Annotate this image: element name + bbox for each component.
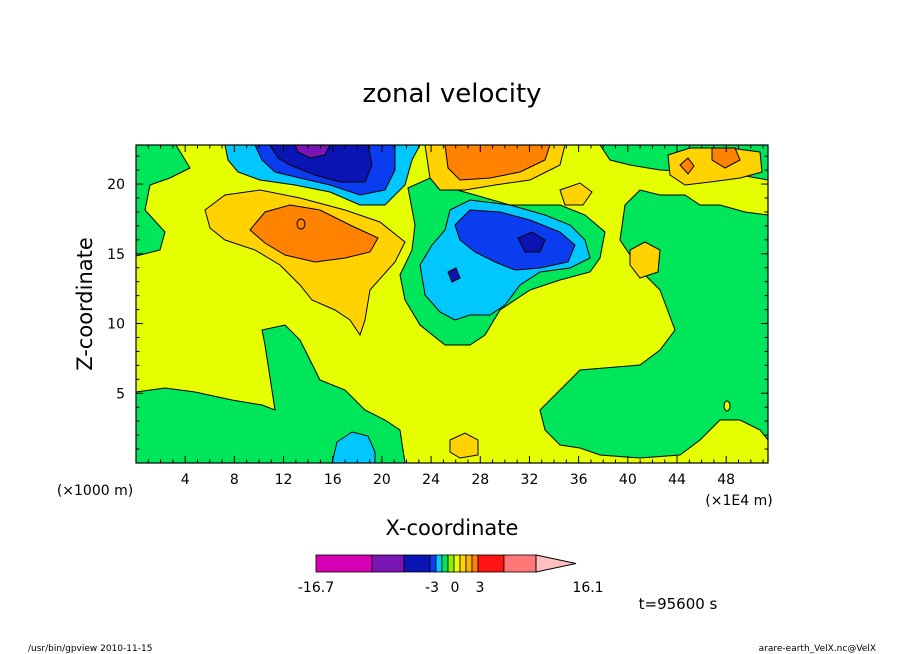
x-tick-label: 32 bbox=[521, 472, 539, 488]
colorbar-segment bbox=[477, 554, 505, 573]
x-units-left: (×1000 m) bbox=[57, 483, 133, 499]
x-tick-label: 44 bbox=[668, 472, 686, 488]
field-orange-bottom bbox=[449, 432, 479, 459]
colorbar-segment bbox=[459, 554, 467, 573]
colorbar-tick-label: 16.1 bbox=[572, 580, 603, 596]
colorbar-arrow bbox=[535, 554, 577, 573]
field-orange-spot-2 bbox=[629, 241, 661, 279]
x-tick-label: 40 bbox=[619, 472, 637, 488]
chart-title: zonal velocity bbox=[362, 79, 541, 109]
x-tick-label: 28 bbox=[471, 472, 489, 488]
colorbar-segment bbox=[465, 554, 473, 573]
y-axis: 5 10 15 20 bbox=[107, 155, 768, 450]
field-navy-center bbox=[517, 231, 546, 253]
x-tick-label: 16 bbox=[324, 472, 342, 488]
x-tick-label: 36 bbox=[570, 472, 588, 488]
field-green-left bbox=[135, 144, 191, 257]
field-green-bottom-left bbox=[135, 324, 406, 464]
footer-right: arare-earth_VelX.nc@VelX bbox=[759, 644, 876, 654]
x-tick-label: 4 bbox=[181, 472, 190, 488]
time-label: t=95600 s bbox=[639, 595, 718, 613]
colorbar-segment bbox=[435, 554, 443, 573]
colorbar-segment bbox=[503, 554, 537, 573]
x-axis-label: X-coordinate bbox=[386, 516, 519, 540]
y-tick-label: 5 bbox=[116, 386, 125, 402]
colorbar-segment bbox=[447, 554, 455, 573]
colorbar-segment bbox=[315, 554, 373, 573]
colorbar-labels: -16.7 -3 0 3 16.1 bbox=[298, 580, 604, 596]
footer-left: /usr/bin/gpview 2010-11-15 bbox=[28, 644, 152, 654]
field-darkorange-right-1 bbox=[679, 157, 695, 175]
x-axis: 4 8 12 16 20 24 28 32 36 40 44 48 bbox=[147, 145, 764, 488]
colorbar-segment bbox=[441, 554, 449, 573]
y-tick-label: 10 bbox=[107, 317, 125, 333]
colorbar-segment bbox=[453, 554, 461, 573]
plot-frame bbox=[135, 144, 769, 464]
y-tick-label: 15 bbox=[107, 247, 125, 263]
field-orange-spot-1 bbox=[559, 182, 593, 206]
field-small-contour bbox=[723, 400, 731, 412]
field-navy-spot bbox=[447, 267, 461, 283]
x-tick-label: 8 bbox=[230, 472, 239, 488]
field-navy-top bbox=[269, 144, 373, 183]
x-units-right: (×1E4 m) bbox=[705, 493, 772, 509]
y-axis-label: Z-coordinate bbox=[73, 237, 97, 371]
x-tick-label: 48 bbox=[717, 472, 735, 488]
colorbar bbox=[315, 554, 577, 573]
x-tick-label: 12 bbox=[275, 472, 293, 488]
field-green-right bbox=[539, 189, 769, 459]
y-tick-label: 20 bbox=[107, 177, 125, 193]
colorbar-segment bbox=[403, 554, 431, 573]
colorbar-segment bbox=[429, 554, 437, 573]
field-darkorange-left bbox=[249, 204, 379, 263]
colorbar-tick-label: -16.7 bbox=[298, 580, 334, 596]
x-tick-label: 24 bbox=[422, 472, 440, 488]
field-small-max bbox=[296, 218, 306, 230]
field-darkorange-right-2 bbox=[711, 147, 741, 169]
colorbar-segment bbox=[371, 554, 405, 573]
field-darkorange-top bbox=[444, 144, 551, 181]
x-tick-label: 20 bbox=[373, 472, 391, 488]
colorbar-tick-label: 3 bbox=[476, 580, 485, 596]
field-blue-center bbox=[454, 209, 576, 271]
plot-area bbox=[135, 144, 769, 464]
colorbar-tick-label: -3 bbox=[425, 580, 439, 596]
colorbar-tick-label: 0 bbox=[451, 580, 460, 596]
colorbar-segment bbox=[471, 554, 479, 573]
